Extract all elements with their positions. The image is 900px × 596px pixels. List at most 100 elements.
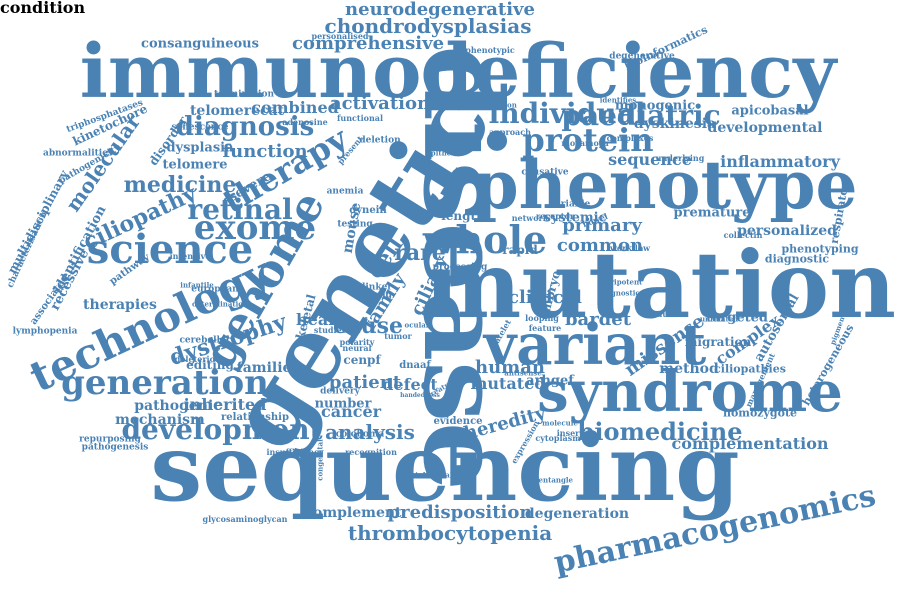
word-condition: condition: [0, 0, 86, 17]
word-predisposition: predisposition: [387, 502, 533, 523]
word-consanguineous: consanguineous: [141, 36, 259, 52]
word-cause-small: cause: [652, 309, 678, 319]
word-cause: cause: [332, 313, 404, 339]
word-phenotype: phenotype: [472, 146, 858, 224]
word-systemic: systemic: [543, 210, 607, 226]
word-complexes: complexes: [606, 133, 654, 143]
word-apicobasal: apicobasal: [731, 103, 809, 119]
word-approach: approach: [489, 127, 531, 137]
word-epithelial: epithelial: [426, 148, 464, 158]
word-ocular: ocular: [404, 320, 430, 330]
word-retinal: retinal: [187, 193, 293, 226]
word-activation: activation: [329, 93, 431, 114]
word-diagnostic: diagnostic: [764, 252, 830, 266]
word-variant: variant: [483, 312, 707, 378]
word-number: number: [314, 396, 372, 412]
word-biomedicine: biomedicine: [577, 417, 743, 446]
word-workflow: workflow: [609, 243, 651, 253]
word-pathogenesis: pathogenesis: [81, 442, 149, 453]
word-degenerative: degenerative: [609, 51, 675, 62]
word-localization: localization: [471, 100, 517, 110]
word-unrelated: unrelated: [699, 314, 739, 324]
word-thrombocytopenia: thrombocytopenia: [347, 521, 553, 545]
word-polarity: polarity: [339, 337, 375, 347]
word-abnormalities: abnormalities: [43, 148, 113, 159]
word-ciliopathies: ciliopathies: [714, 362, 786, 376]
word-inflammatory: inflammatory: [720, 152, 840, 171]
word-evidence: evidence: [433, 416, 483, 427]
word-telomere: telomere: [162, 157, 228, 173]
word-lymphopenia: lymphopenia: [12, 326, 78, 337]
word-delivery: delivery: [320, 386, 360, 397]
word-complement: complement: [304, 505, 402, 521]
word-adenosine: adenosine: [282, 117, 328, 127]
word-common: common: [556, 235, 644, 256]
word-telomerecat: telomerecat: [189, 103, 285, 119]
word-development: development: [121, 413, 323, 446]
word-underlying: underlying: [655, 153, 705, 163]
word-rapid: rapid: [502, 243, 538, 257]
word-coloboma: coloboma: [335, 429, 385, 440]
word-identifies: identifies: [599, 95, 637, 105]
word-cancer: cancer: [320, 402, 382, 421]
word-determination: determination: [191, 299, 249, 309]
word-insufficiency: insufficiency: [266, 447, 324, 457]
word-tumor: tumor: [384, 331, 412, 341]
word-deleterious: deleterious: [174, 354, 226, 364]
word-science: science: [86, 226, 254, 273]
word-deletion: deletion: [359, 135, 401, 146]
word-homozygote: homozygote: [722, 406, 798, 420]
word-agnostic: agnostic: [606, 288, 640, 298]
word-chondrodysplasias: chondrodysplasias: [324, 14, 532, 38]
word-degeneration: degeneration: [524, 506, 630, 522]
word-complementation: complementation: [671, 434, 829, 453]
word-causative: causative: [521, 167, 569, 178]
word-mechanism: mechanism: [115, 412, 205, 428]
word-protein: protein: [522, 121, 654, 159]
word-antisense: antisense: [504, 368, 542, 378]
word-dyskinesia: dyskinesia: [633, 116, 717, 132]
word-syndrome: syndrome: [537, 359, 843, 425]
word-targeted: targeted: [705, 310, 769, 326]
word-cenpf: cenpf: [343, 353, 381, 367]
word-recognition: recognition: [345, 447, 397, 457]
word-molecule: molecule: [542, 418, 578, 428]
word-therapies: therapies: [83, 297, 157, 313]
word-relationship: relationship: [221, 412, 289, 423]
word-characterisation: characterisation: [5, 210, 50, 290]
word-exome: exome: [193, 208, 317, 248]
word-handedness: handedness: [400, 392, 440, 399]
word-defect: defect: [382, 375, 438, 394]
word-analysis: analysis: [325, 420, 415, 444]
word-method: method: [659, 361, 719, 377]
word-heart: heart: [296, 310, 344, 329]
word-european: european: [191, 284, 239, 295]
word-generation: generation: [61, 363, 269, 403]
word-families: families: [236, 360, 300, 376]
word-premature: premature: [673, 205, 751, 221]
word-functional: functional: [336, 113, 384, 123]
word-arhgef: arhgef: [526, 373, 574, 389]
word-developmental: developmental: [707, 120, 823, 136]
word-dysplasia: dysplasia: [166, 140, 234, 156]
word-inherited: inherited: [183, 395, 267, 414]
word-primary: primary: [562, 215, 642, 236]
word-individual: individual: [488, 97, 646, 130]
word-rare: rare: [394, 240, 446, 266]
word-processing: processing: [432, 262, 488, 273]
word-pathogenic: pathogenic: [134, 398, 222, 414]
word-mutated: mutated: [470, 374, 546, 393]
word-neurodegenerative: neurodegenerative: [345, 0, 535, 20]
word-comprehensive: comprehensive: [291, 33, 445, 54]
word-senescence: senescence: [171, 122, 229, 133]
word-bardet: bardet: [564, 309, 632, 330]
word-disentangle: disentangle: [527, 475, 573, 485]
word-child: child: [421, 308, 447, 319]
word-sequencing: sequencing: [150, 414, 740, 522]
word-variable: variable: [549, 199, 591, 210]
word-dnaaf: dnaaf: [399, 360, 431, 371]
word-neural: neural: [342, 343, 372, 353]
word-moyamoya: moyamoya: [561, 138, 609, 148]
word-infantile: infantile: [180, 280, 214, 290]
